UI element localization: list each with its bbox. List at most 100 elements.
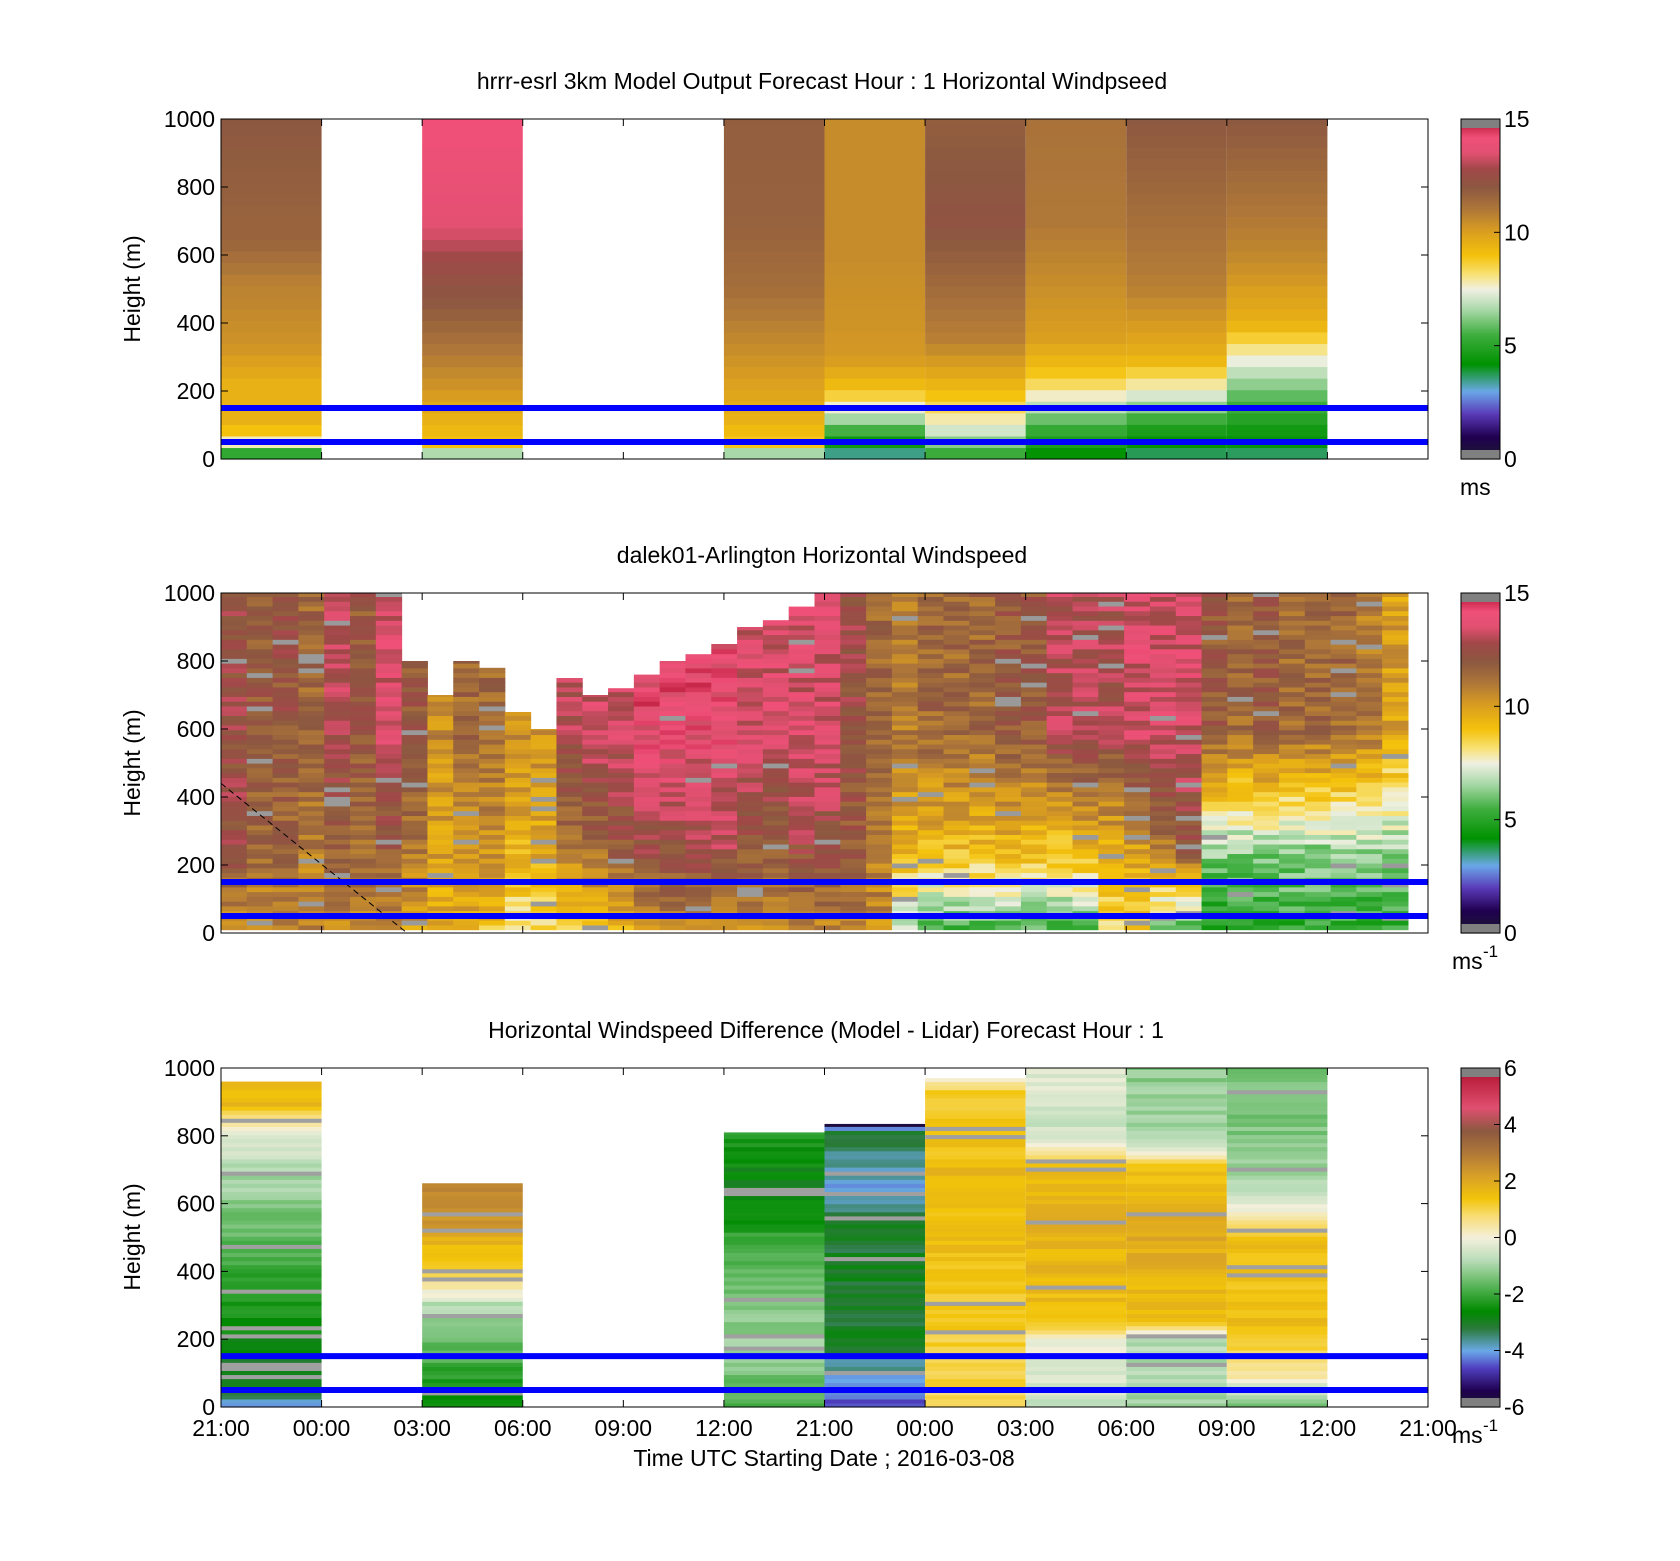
- heatmap-cell: [969, 677, 996, 683]
- heatmap-cell: [504, 805, 532, 812]
- heatmap-cell: [943, 667, 970, 674]
- heatmap-cell: [246, 615, 274, 621]
- heatmap-cell: [788, 777, 815, 783]
- heatmap-cell: [556, 862, 583, 869]
- heatmap-cell: [422, 1329, 523, 1335]
- heatmap-cell: [1226, 1073, 1328, 1079]
- heatmap-cell: [925, 204, 1026, 217]
- panel-title: hrrr-esrl 3km Model Output Forecast Hour…: [477, 68, 1167, 94]
- colorbar-cell: [1461, 833, 1500, 836]
- heatmap-cell: [925, 1390, 1026, 1396]
- colorbar-cell: [1461, 305, 1500, 308]
- heatmap-cell: [723, 1132, 825, 1136]
- heatmap-cell: [925, 1309, 1026, 1315]
- heatmap-cell: [422, 297, 523, 310]
- heatmap-cell: [685, 853, 712, 859]
- heatmap-cell: [737, 791, 764, 797]
- heatmap-cell: [401, 858, 428, 864]
- heatmap-cell: [1201, 620, 1228, 626]
- heatmap-cell: [1226, 146, 1328, 160]
- colorbar-cell: [1461, 325, 1500, 328]
- heatmap-cell: [1175, 672, 1203, 678]
- heatmap-cell: [891, 772, 919, 778]
- heatmap-cell: [788, 734, 815, 740]
- colorbar-cell: [1461, 1133, 1500, 1137]
- heatmap-cell: [762, 867, 790, 874]
- colorbar-cell: [1461, 705, 1500, 708]
- heatmap-cell: [427, 815, 454, 821]
- heatmap-cell: [422, 1317, 523, 1323]
- heatmap-cell: [891, 858, 919, 864]
- heatmap-cell: [814, 862, 841, 869]
- heatmap-cell: [737, 796, 764, 802]
- heatmap-cell: [969, 701, 996, 707]
- heatmap-cell: [762, 648, 790, 655]
- heatmap-cell: [788, 858, 815, 864]
- heatmap-cell: [221, 181, 322, 194]
- heatmap-cell: [685, 786, 712, 793]
- heatmap-cell: [221, 601, 248, 607]
- heatmap-cell: [1253, 705, 1280, 712]
- heatmap-cell: [246, 786, 274, 793]
- heatmap-cell: [1227, 763, 1254, 769]
- heatmap-cell: [659, 661, 686, 664]
- heatmap-cell: [1175, 593, 1203, 597]
- heatmap-cell: [1072, 820, 1099, 826]
- heatmap-cell: [1278, 763, 1306, 769]
- heatmap-cell: [453, 820, 480, 826]
- colorbar-cell: [1461, 1393, 1500, 1396]
- heatmap-cell: [969, 696, 996, 702]
- colorbar-cell: [1461, 321, 1500, 324]
- heatmap-cell: [1126, 1122, 1227, 1127]
- heatmap-cell: [504, 839, 532, 845]
- heatmap-cell: [925, 1105, 1026, 1111]
- heatmap-cell: [350, 920, 377, 926]
- heatmap-cell: [814, 658, 841, 664]
- heatmap-cell: [723, 412, 825, 425]
- heatmap-cell: [350, 601, 377, 607]
- heatmap-cell: [246, 772, 274, 778]
- heatmap-cell: [350, 858, 377, 864]
- heatmap-cell: [1098, 624, 1125, 631]
- heatmap-cell: [1356, 829, 1383, 835]
- heatmap-cell: [453, 848, 480, 855]
- heatmap-cell: [427, 696, 454, 702]
- heatmap-cell: [814, 834, 841, 840]
- heatmap-cell: [659, 872, 686, 878]
- heatmap-cell: [1330, 801, 1357, 807]
- heatmap-cell: [943, 782, 970, 788]
- colorbar-cell: [1461, 301, 1500, 304]
- heatmap-cell: [1253, 624, 1280, 631]
- heatmap-cell: [814, 815, 841, 821]
- heatmap-cell: [375, 777, 403, 783]
- heatmap-cell: [375, 748, 403, 755]
- heatmap-cell: [814, 691, 841, 697]
- heatmap-cell: [1072, 601, 1099, 607]
- cell-missing: [221, 1374, 322, 1380]
- heatmap-cell: [814, 715, 841, 721]
- heatmap-cell: [723, 1390, 825, 1396]
- heatmap-cell: [422, 1187, 523, 1192]
- heatmap-cell: [891, 867, 919, 874]
- heatmap-cell: [659, 663, 686, 669]
- heatmap-cell: [324, 639, 351, 645]
- heatmap-cell: [814, 620, 841, 626]
- heatmap-cell: [1356, 753, 1383, 759]
- heatmap-cell: [1025, 1378, 1127, 1384]
- colorbar-cell: [1461, 209, 1500, 212]
- heatmap-cell: [272, 615, 299, 621]
- heatmap-cell: [1382, 605, 1409, 612]
- x-tick-label: 09:00: [595, 1415, 653, 1441]
- heatmap-cell: [891, 629, 919, 636]
- colorbar-cell: [1461, 835, 1500, 838]
- heatmap-cell: [1253, 739, 1280, 745]
- heatmap-cell: [917, 605, 945, 612]
- heatmap-cell: [1278, 834, 1306, 840]
- heatmap-cell: [633, 753, 661, 759]
- colorbar-cell: [1461, 155, 1500, 158]
- heatmap-cell: [1072, 777, 1099, 783]
- heatmap-cell: [221, 710, 248, 716]
- colorbar-cell: [1461, 287, 1500, 290]
- heatmap-cell: [969, 710, 996, 716]
- heatmap-cell: [1304, 777, 1332, 783]
